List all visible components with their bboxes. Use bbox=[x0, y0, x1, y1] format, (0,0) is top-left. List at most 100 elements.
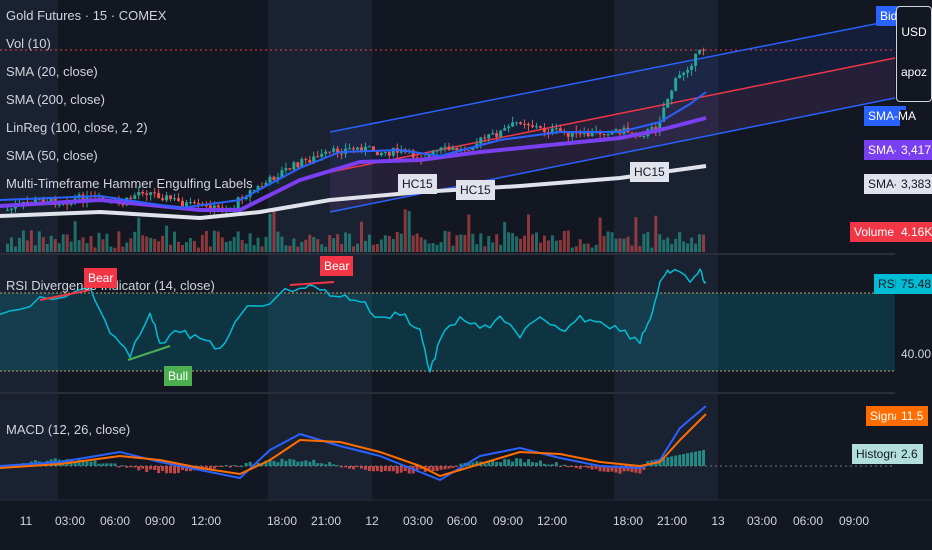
volume-bar bbox=[614, 238, 618, 252]
macd-histogram-bar bbox=[435, 466, 439, 471]
macd-histogram-bar bbox=[121, 465, 125, 467]
candle-body bbox=[487, 134, 491, 139]
volume-bar bbox=[69, 241, 73, 252]
candle-body bbox=[523, 123, 527, 125]
volume-bar bbox=[260, 246, 264, 252]
sma-ma-value-1 bbox=[896, 106, 906, 110]
macd-histogram-bar bbox=[499, 462, 503, 466]
volume-bar bbox=[37, 231, 41, 252]
volume-bar bbox=[97, 232, 101, 252]
volume-bar bbox=[666, 237, 670, 252]
macd-histogram-bar bbox=[336, 465, 340, 467]
histogram-value: 2.6 bbox=[896, 444, 923, 464]
volume-bar bbox=[471, 233, 475, 252]
macd-histogram-bar bbox=[109, 463, 113, 466]
macd-histogram-bar bbox=[77, 459, 81, 466]
volume-bar bbox=[646, 232, 650, 252]
candle-body bbox=[340, 153, 344, 155]
volume-bar bbox=[165, 225, 169, 252]
volume-bar bbox=[550, 235, 554, 252]
macd-histogram-bar bbox=[702, 450, 706, 466]
volume-bar bbox=[622, 238, 626, 252]
volume-bar bbox=[531, 234, 534, 252]
volume-bar bbox=[626, 236, 630, 252]
macd-histogram-bar bbox=[276, 462, 280, 466]
macd-histogram-bar bbox=[503, 459, 507, 466]
volume-bar bbox=[690, 237, 694, 252]
volume-bar bbox=[61, 234, 65, 252]
hammer-legend[interactable]: Multi-Timeframe Hammer Engulfing Labels bbox=[6, 176, 253, 191]
macd-histogram-bar bbox=[558, 466, 562, 467]
volume-bar bbox=[216, 231, 220, 252]
volume-bar bbox=[379, 239, 383, 252]
candle-body bbox=[674, 78, 678, 91]
volume-bar bbox=[491, 242, 495, 252]
volume-bar bbox=[570, 247, 574, 252]
symbol-legend[interactable]: Gold Futures · 15 · COMEX bbox=[6, 8, 167, 23]
macd-histogram-bar bbox=[204, 466, 208, 469]
candle-body bbox=[678, 74, 682, 79]
vol-legend[interactable]: Vol (10) bbox=[6, 36, 51, 51]
currency-scale-box[interactable]: USD apoz bbox=[896, 6, 932, 102]
time-tick: 06:00 bbox=[99, 514, 131, 528]
volume-bar bbox=[495, 234, 499, 252]
macd-histogram-bar bbox=[89, 461, 93, 466]
volume-bar bbox=[89, 236, 93, 252]
volume-bar bbox=[610, 232, 614, 252]
macd-legend[interactable]: MACD (12, 26, close) bbox=[6, 422, 131, 437]
volume-bar bbox=[65, 234, 69, 252]
volume-bar bbox=[356, 243, 359, 252]
scale-label[interactable]: apoz bbox=[900, 65, 928, 79]
candle-body bbox=[359, 147, 363, 152]
candle-body bbox=[57, 204, 61, 206]
volume-bar bbox=[224, 241, 228, 252]
macd-histogram-bar bbox=[379, 466, 383, 472]
linreg-legend[interactable]: LinReg (100, close, 2, 2) bbox=[6, 120, 148, 135]
volume-bar bbox=[534, 232, 538, 252]
candle-body bbox=[181, 200, 184, 207]
sma20-legend[interactable]: SMA (20, close) bbox=[6, 64, 98, 79]
volume-bar bbox=[173, 231, 177, 252]
candle-body bbox=[443, 146, 447, 148]
candle-body bbox=[483, 137, 487, 139]
time-tick: 12 bbox=[365, 514, 379, 528]
macd-histogram-bar bbox=[344, 466, 348, 468]
volume-bar bbox=[292, 238, 296, 252]
candle-body bbox=[284, 168, 288, 171]
volume-bar bbox=[145, 236, 149, 252]
volume-bar bbox=[467, 214, 471, 252]
volume-bar bbox=[105, 233, 109, 252]
volume-bar bbox=[395, 231, 399, 252]
volume-bar bbox=[340, 243, 344, 252]
candle-body bbox=[173, 198, 177, 200]
macd-histogram-bar bbox=[240, 465, 244, 467]
candle-body bbox=[439, 147, 443, 151]
currency-label[interactable]: USD bbox=[901, 25, 927, 39]
macd-histogram-bar bbox=[574, 466, 578, 469]
volume-bar bbox=[383, 235, 387, 252]
volume-bar bbox=[682, 241, 686, 252]
macd-histogram-bar bbox=[304, 460, 308, 466]
volume-bar bbox=[499, 244, 503, 252]
macd-histogram-bar bbox=[145, 466, 149, 473]
volume-bar bbox=[407, 211, 411, 252]
time-tick: 03:00 bbox=[402, 514, 434, 528]
macd-histogram-bar bbox=[594, 466, 598, 470]
volume-bar bbox=[459, 234, 463, 252]
macd-histogram-bar bbox=[296, 461, 300, 466]
candle-body bbox=[260, 186, 264, 188]
candle-body bbox=[308, 160, 312, 163]
volume-bar bbox=[352, 246, 356, 252]
candle-body bbox=[435, 150, 439, 152]
macd-histogram-bar bbox=[491, 459, 495, 466]
volume-bar bbox=[109, 246, 113, 252]
candle-body bbox=[578, 133, 582, 135]
sma50-legend[interactable]: SMA (50, close) bbox=[6, 148, 98, 163]
candle-body bbox=[332, 148, 336, 152]
volume-bar bbox=[359, 221, 363, 252]
volume-bar bbox=[188, 238, 192, 252]
sma200-legend[interactable]: SMA (200, close) bbox=[6, 92, 105, 107]
volume-bar bbox=[49, 235, 53, 252]
volume-bar bbox=[503, 221, 507, 252]
